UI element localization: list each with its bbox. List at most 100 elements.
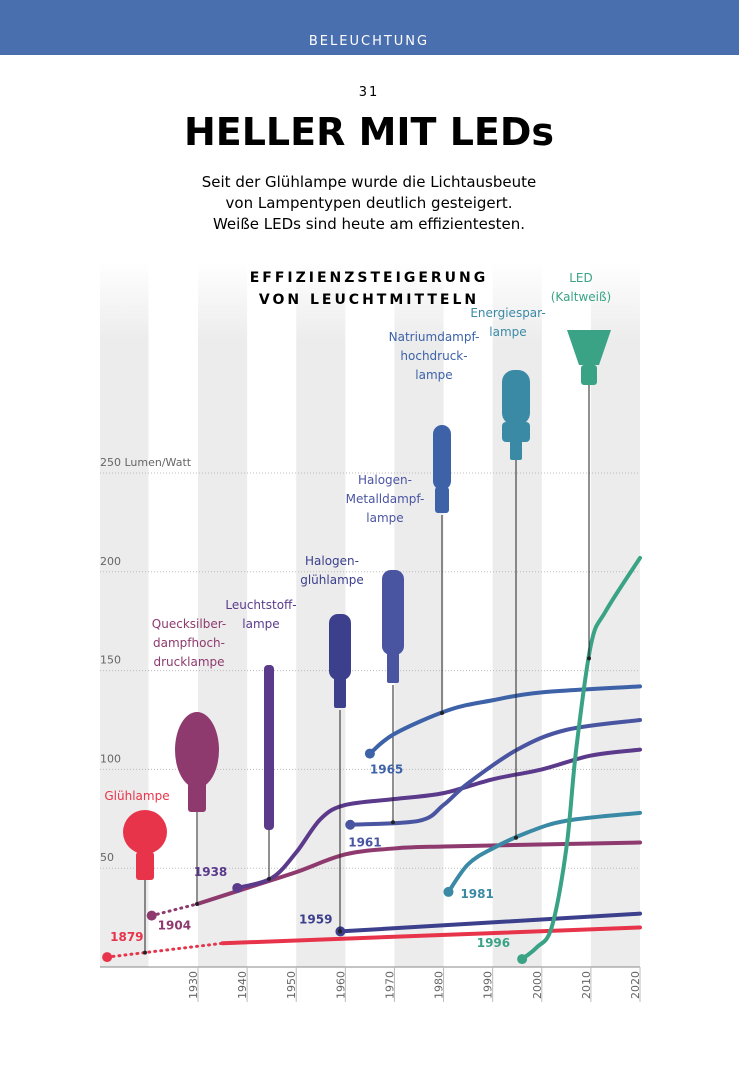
icon bbox=[435, 487, 449, 513]
page-number: 31 bbox=[359, 85, 380, 100]
series-label: (Kaltweiß) bbox=[551, 290, 612, 304]
plot: 50 100 150 200 250 Lumen/Watt 1930 1940 1950 196… bbox=[100, 271, 642, 1002]
icon bbox=[510, 440, 522, 460]
line bbox=[367, 684, 642, 756]
x-tick-label: 2010 bbox=[580, 971, 593, 999]
leader-dot bbox=[338, 929, 342, 934]
series-label: glühlampe bbox=[300, 573, 364, 587]
series-label: lampe bbox=[489, 325, 526, 339]
start-year: 1879 bbox=[110, 930, 143, 944]
icon bbox=[123, 810, 167, 854]
series-label: Natriumdampf- bbox=[389, 330, 480, 344]
leader-dot bbox=[195, 902, 199, 907]
leader-dot bbox=[143, 950, 147, 955]
leader-dot bbox=[391, 820, 395, 825]
x-tick-label: 2020 bbox=[629, 971, 642, 999]
dotted-line bbox=[150, 902, 200, 918]
start-year: 1938 bbox=[194, 865, 227, 879]
series-label: lampe bbox=[415, 368, 452, 382]
icon bbox=[502, 422, 530, 442]
subtitle: Weiße LEDs sind heute am effizientesten. bbox=[213, 215, 525, 233]
start-year: 1965 bbox=[370, 763, 403, 777]
chart-title: EFFIZIENZSTEIGERUNG bbox=[250, 270, 489, 286]
title: HELLER MIT LEDs bbox=[184, 110, 554, 154]
chart-title: VON LEUCHTMITTELN bbox=[259, 292, 479, 308]
series-label: Glühlampe bbox=[104, 789, 169, 803]
start-dot bbox=[345, 819, 356, 830]
series-label: lampe bbox=[242, 617, 279, 631]
x-tick-label: 1950 bbox=[285, 971, 298, 999]
line bbox=[338, 911, 642, 934]
series-label: Metalldampf- bbox=[346, 492, 425, 506]
leader-dot bbox=[440, 710, 444, 715]
series: 1879 Glühlampe bbox=[102, 789, 642, 963]
start-year: 1981 bbox=[460, 887, 493, 901]
y-tick-label: 250 Lumen/Watt bbox=[100, 456, 192, 469]
start-dot bbox=[232, 882, 243, 893]
y-tick-label: 200 bbox=[100, 555, 121, 568]
icon bbox=[175, 712, 219, 788]
icon bbox=[382, 570, 404, 655]
series-label: hochdruck- bbox=[400, 349, 467, 363]
icon bbox=[136, 852, 154, 880]
start-year: 1961 bbox=[348, 836, 381, 850]
stripes bbox=[100, 262, 640, 967]
line bbox=[220, 925, 642, 946]
icon bbox=[264, 665, 274, 830]
icon bbox=[334, 678, 346, 708]
subtitle: Seit der Glühlampe wurde die Lichtausbeu… bbox=[202, 173, 536, 191]
start-dot bbox=[102, 952, 113, 963]
icon bbox=[433, 425, 451, 490]
start-dot bbox=[364, 748, 375, 759]
series-label: dampfhoch- bbox=[153, 636, 225, 650]
subtitle: von Lampentypen deutlich gesteigert. bbox=[226, 194, 513, 212]
y-tick-label: 100 bbox=[100, 752, 121, 765]
series: 1961 Halogen- Metalldampf-lampe bbox=[345, 473, 642, 850]
series: 1938 Leuchtstoff-lampe bbox=[194, 598, 642, 893]
header-bar bbox=[0, 0, 739, 55]
icon bbox=[581, 365, 597, 385]
leader-dot bbox=[514, 835, 518, 840]
icon bbox=[567, 330, 611, 365]
stripe bbox=[590, 262, 640, 967]
line bbox=[235, 747, 642, 890]
series-label: drucklampe bbox=[153, 655, 224, 669]
start-dot bbox=[443, 886, 454, 897]
series-label: Halogen- bbox=[305, 554, 359, 568]
icon bbox=[387, 653, 399, 683]
x-tick-label: 1990 bbox=[482, 971, 495, 999]
series-label: Leuchtstoff- bbox=[225, 598, 296, 612]
line bbox=[348, 718, 642, 827]
fade bbox=[90, 262, 650, 342]
start-dot bbox=[146, 910, 157, 921]
series: 1965 Natriumdampf-hochdruck-lampe bbox=[364, 330, 642, 777]
y-tick-label: 50 bbox=[100, 851, 114, 864]
start-year: 1959 bbox=[299, 912, 332, 926]
icon bbox=[502, 370, 530, 425]
leader-dot bbox=[587, 656, 591, 661]
series: 1981 Energiespar-lampe bbox=[443, 306, 642, 901]
header: BELEUCHTUNG bbox=[309, 34, 429, 49]
series: 1996 LED (Kaltweiß) bbox=[477, 271, 642, 965]
stripe bbox=[492, 262, 542, 967]
x-tick-label: 1930 bbox=[187, 971, 200, 999]
leader-dot bbox=[267, 876, 271, 881]
y-tick-label: 150 bbox=[100, 654, 121, 667]
start-year: 1904 bbox=[158, 919, 191, 933]
line bbox=[520, 555, 642, 962]
series-label: Energiespar- bbox=[470, 306, 545, 320]
x-tick-label: 2000 bbox=[531, 971, 544, 999]
icon bbox=[188, 782, 206, 812]
series-label: lampe bbox=[366, 511, 403, 525]
x-tick-label: 1970 bbox=[383, 971, 396, 999]
series-label: Halogen- bbox=[358, 473, 412, 487]
start-year: 1996 bbox=[477, 936, 510, 950]
x-tick-label: 1960 bbox=[334, 971, 347, 999]
start-dot bbox=[517, 954, 528, 965]
stripe bbox=[198, 262, 248, 967]
x-tick-label: 1940 bbox=[236, 971, 249, 999]
series-label: Quecksilber- bbox=[152, 617, 226, 631]
line bbox=[446, 810, 642, 894]
